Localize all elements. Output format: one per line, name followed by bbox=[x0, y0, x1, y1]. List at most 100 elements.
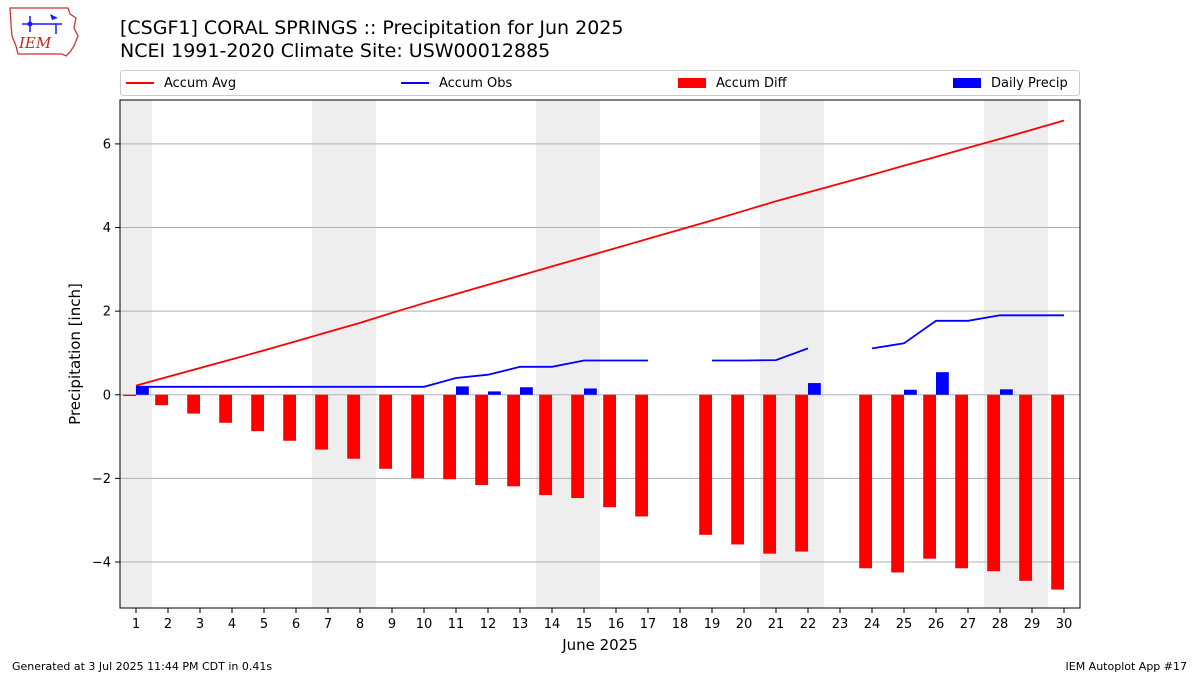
x-tick-label: 22 bbox=[800, 617, 817, 632]
daily-precip-bar bbox=[904, 389, 917, 395]
x-tick-label: 9 bbox=[388, 617, 396, 632]
x-tick-label: 26 bbox=[928, 617, 945, 632]
accum-diff-bar bbox=[1051, 394, 1064, 590]
x-tick-label: 4 bbox=[228, 617, 236, 632]
daily-precip-bar bbox=[136, 386, 149, 395]
weekend-shade bbox=[1016, 100, 1048, 608]
accum-obs-line bbox=[136, 359, 648, 388]
x-tick-label: 19 bbox=[704, 617, 721, 632]
legend-label-accum-avg: Accum Avg bbox=[164, 75, 237, 91]
accum-diff-bar bbox=[155, 394, 168, 406]
accum-diff-bar bbox=[731, 394, 744, 545]
x-tick-label: 27 bbox=[960, 617, 977, 632]
daily-precip-bar bbox=[488, 391, 501, 395]
accum-obs-line bbox=[871, 314, 1064, 350]
accum-diff-bar bbox=[923, 394, 936, 559]
x-tick-label: 1 bbox=[132, 617, 140, 632]
x-tick-label: 5 bbox=[260, 617, 268, 632]
accum-diff-bar bbox=[251, 394, 264, 432]
y-tick-label: 2 bbox=[103, 305, 111, 320]
accum-diff-swatch bbox=[678, 78, 706, 88]
y-tick-label: 0 bbox=[103, 388, 111, 403]
accum-diff-bar bbox=[283, 394, 296, 441]
x-tick-label: 12 bbox=[480, 617, 497, 632]
legend-label-accum-obs: Accum Obs bbox=[439, 75, 513, 91]
accum-diff-bar bbox=[763, 394, 776, 554]
y-tick-label: 6 bbox=[103, 137, 111, 152]
weekend-shade bbox=[568, 100, 600, 608]
accum-diff-bar bbox=[187, 394, 200, 414]
x-tick-label: 17 bbox=[640, 617, 657, 632]
accum-diff-bar bbox=[571, 394, 584, 499]
accum-diff-bar bbox=[955, 394, 968, 569]
legend-item-accum-diff: Accum Diff bbox=[678, 71, 787, 95]
x-tick-label: 16 bbox=[608, 617, 625, 632]
x-axis-label: June 2025 bbox=[561, 636, 638, 654]
accum-diff-bar bbox=[699, 394, 712, 535]
x-tick-label: 6 bbox=[292, 617, 300, 632]
legend-item-accum-obs: Accum Obs bbox=[401, 71, 512, 95]
y-axis-label: Precipitation [inch] bbox=[66, 283, 84, 425]
daily-precip-bar bbox=[1000, 389, 1013, 395]
chart-subtitle: NCEI 1991-2020 Climate Site: USW00012885 bbox=[120, 40, 551, 62]
x-tick-label: 21 bbox=[768, 617, 785, 632]
accum-diff-bar bbox=[315, 394, 328, 450]
x-tick-label: 15 bbox=[576, 617, 593, 632]
x-tick-label: 2 bbox=[164, 617, 172, 632]
x-tick-label: 11 bbox=[448, 617, 465, 632]
weekend-shade bbox=[344, 100, 376, 608]
accum-diff-bar bbox=[347, 394, 360, 459]
accum-diff-bar bbox=[539, 394, 552, 496]
legend-item-daily-precip: Daily Precip bbox=[953, 71, 1068, 95]
x-tick-label: 29 bbox=[1024, 617, 1041, 632]
accum-diff-bar bbox=[1019, 394, 1032, 581]
legend: Accum Avg Accum Obs Accum Diff Daily Pre… bbox=[120, 70, 1080, 96]
accum-diff-bar bbox=[507, 394, 520, 487]
weekend-shade bbox=[984, 100, 1016, 608]
x-tick-label: 24 bbox=[864, 617, 881, 632]
daily-precip-bar bbox=[456, 386, 469, 395]
x-tick-label: 28 bbox=[992, 617, 1009, 632]
accum-diff-bar bbox=[603, 394, 616, 508]
daily-precip-bar bbox=[584, 388, 597, 395]
weekend-shade bbox=[312, 100, 344, 608]
accum-diff-bar bbox=[987, 394, 1000, 572]
accum-diff-bar bbox=[123, 394, 136, 397]
accum-avg-swatch bbox=[126, 82, 154, 84]
x-tick-label: 23 bbox=[832, 617, 849, 632]
footer-app: IEM Autoplot App #17 bbox=[1065, 660, 1188, 673]
y-tick-label: −2 bbox=[92, 472, 111, 487]
x-tick-label: 30 bbox=[1056, 617, 1073, 632]
accum-avg-line bbox=[135, 119, 1065, 387]
footer-generated: Generated at 3 Jul 2025 11:44 PM CDT in … bbox=[12, 660, 273, 673]
chart-title: [CSGF1] CORAL SPRINGS :: Precipitation f… bbox=[120, 17, 624, 39]
accum-diff-bar bbox=[379, 394, 392, 469]
accum-diff-bar bbox=[795, 394, 808, 552]
x-tick-label: 3 bbox=[196, 617, 204, 632]
daily-precip-swatch bbox=[953, 78, 981, 88]
accum-diff-bar bbox=[635, 394, 648, 517]
x-tick-label: 7 bbox=[324, 617, 332, 632]
logo-text: IEM bbox=[18, 34, 52, 52]
plot-frame bbox=[119, 99, 1081, 609]
weekend-shade bbox=[760, 100, 792, 608]
accum-diff-bar bbox=[443, 394, 456, 480]
iem-logo: IEM bbox=[9, 7, 79, 57]
accum-obs-swatch bbox=[401, 82, 429, 84]
accum-diff-bar bbox=[859, 394, 872, 569]
daily-precip-bar bbox=[808, 383, 821, 395]
accum-diff-bar bbox=[475, 394, 488, 486]
legend-item-accum-avg: Accum Avg bbox=[126, 71, 236, 95]
weekend-shade bbox=[120, 100, 152, 608]
legend-label-accum-diff: Accum Diff bbox=[716, 75, 787, 91]
accum-diff-bar bbox=[891, 394, 904, 573]
daily-precip-bar bbox=[520, 387, 533, 395]
legend-label-daily-precip: Daily Precip bbox=[991, 75, 1068, 91]
weekend-shade bbox=[536, 100, 568, 608]
accum-obs-line bbox=[712, 347, 809, 362]
y-tick-label: 4 bbox=[103, 221, 111, 236]
x-tick-label: 18 bbox=[672, 617, 689, 632]
x-tick-label: 20 bbox=[736, 617, 753, 632]
accum-diff-bar bbox=[411, 394, 424, 479]
